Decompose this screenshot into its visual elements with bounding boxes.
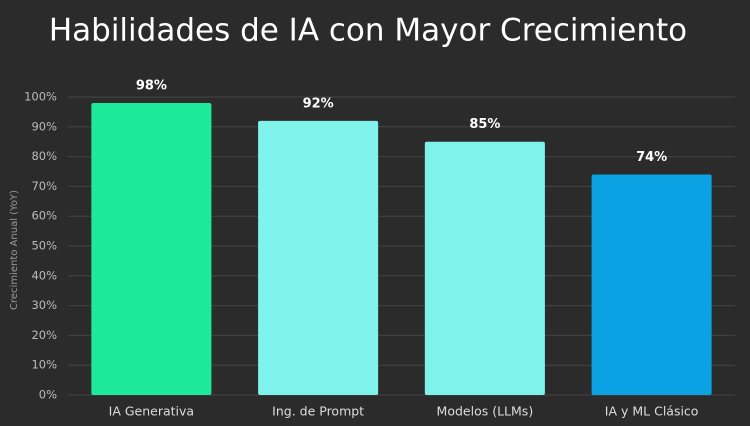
y-tick-label: 40%	[31, 268, 57, 282]
y-tick-label: 10%	[31, 358, 57, 372]
y-tick-label: 60%	[31, 209, 57, 223]
y-axis-label: Crecimiento Anual (YoY)	[9, 190, 20, 310]
x-tick-label: IA y ML Clásico	[605, 404, 699, 419]
bar	[91, 102, 212, 396]
x-tick-label: Ing. de Prompt	[272, 404, 364, 419]
y-tick-label: 70%	[31, 179, 57, 193]
bar	[424, 141, 545, 395]
y-tick-label: 90%	[31, 119, 57, 133]
x-tick-label: Modelos (LLMs)	[437, 404, 534, 419]
bar	[258, 120, 379, 395]
x-tick-label: IA Generativa	[109, 404, 194, 419]
y-tick-label: 100%	[24, 90, 57, 104]
value-label: 85%	[469, 117, 500, 132]
value-label: 92%	[303, 96, 334, 111]
y-tick-label: 50%	[31, 239, 57, 253]
y-tick-label: 20%	[31, 328, 57, 342]
bar	[591, 174, 712, 395]
y-tick-label: 80%	[31, 149, 57, 163]
y-tick-label: 30%	[31, 298, 57, 312]
value-label: 98%	[136, 78, 167, 93]
value-label: 74%	[636, 150, 667, 165]
chart-title: Habilidades de IA con Mayor Crecimiento	[49, 13, 687, 49]
y-tick-label: 0%	[39, 388, 57, 402]
